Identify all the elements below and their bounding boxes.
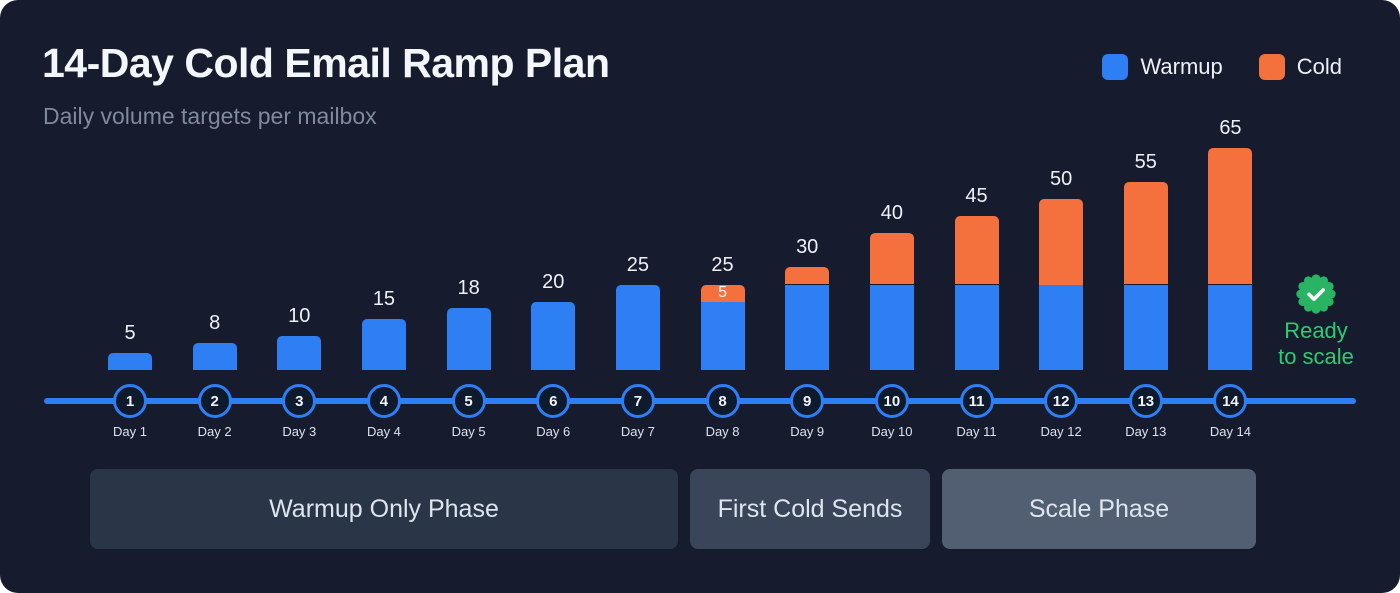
bar-value-label: 25 <box>711 253 734 276</box>
bar-value-label: 15 <box>372 287 396 310</box>
bar-warmup-segment <box>869 284 914 370</box>
bar-warmup-segment <box>615 284 660 370</box>
seal-check-icon <box>1296 274 1336 314</box>
phase-band-label: Warmup Only Phase <box>269 494 499 523</box>
timeline-node: 14 <box>1213 384 1248 418</box>
bar-cold-segment <box>1039 199 1084 285</box>
bar-warmup-segment <box>277 335 322 370</box>
timeline-node: 11 <box>959 384 994 418</box>
timeline-node: 1 <box>113 384 147 418</box>
timeline-node: 2 <box>197 384 232 418</box>
bar-value-label: 25 <box>626 253 650 276</box>
bar-cold-segment <box>1123 181 1168 285</box>
timeline-day-label: Day 11 <box>956 424 997 439</box>
bar-value-label: 30 <box>796 236 819 259</box>
bar-value-label: 65 <box>1219 116 1242 139</box>
legend-item: Cold <box>1258 54 1342 80</box>
timeline-node: 7 <box>620 384 655 418</box>
bar-warmup-segment <box>1039 284 1084 370</box>
legend-swatch-cold <box>1258 54 1285 80</box>
legend-swatch-warmup <box>1102 54 1129 80</box>
phase-band: Warmup Only Phase <box>90 469 678 549</box>
timeline-node: 4 <box>366 384 401 418</box>
legend: Warmup Cold <box>1102 54 1342 80</box>
bar-value-label: 18 <box>457 277 480 300</box>
timeline-day-label: Day 3 <box>282 424 317 439</box>
ready-badge-label: Ready to scale <box>1278 318 1354 369</box>
phase-band-label: First Cold Sends <box>717 494 903 523</box>
bar-warmup-segment <box>108 352 152 370</box>
timeline-node: 10 <box>874 384 909 418</box>
timeline-node: 13 <box>1128 384 1163 418</box>
timeline-day-label: Day 4 <box>366 424 401 439</box>
bar-cold-segment <box>785 267 830 285</box>
bar-warmup-segment <box>446 308 491 370</box>
timeline-node: 8 <box>705 384 740 418</box>
legend-item: Warmup <box>1102 54 1223 80</box>
phase-band: First Cold Sends <box>690 469 930 549</box>
timeline-day-label: Day 14 <box>1209 424 1252 439</box>
timeline-day-label: Day 13 <box>1125 424 1167 439</box>
bar-warmup-segment <box>785 284 830 370</box>
timeline-day-label: Day 10 <box>871 424 913 439</box>
timeline-node: 5 <box>451 384 486 418</box>
page-title: 14-Day Cold Email Ramp Plan <box>42 40 610 86</box>
timeline-day-label: Day 2 <box>197 424 232 439</box>
bar-value-label: 8 <box>209 311 221 334</box>
timeline-day-label: Day 12 <box>1040 424 1082 439</box>
bar-segment-label: 5 <box>718 284 727 302</box>
timeline-node: 12 <box>1044 384 1079 418</box>
timeline-node: 6 <box>536 384 571 418</box>
phase-band-label: Scale Phase <box>1028 494 1170 523</box>
legend-label: Cold <box>1296 54 1342 79</box>
bar-value-label: 20 <box>542 270 565 293</box>
bar-warmup-segment <box>531 301 576 370</box>
bar-warmup-segment <box>1123 284 1168 370</box>
timeline-day-label: Day 6 <box>536 424 571 439</box>
bar-cold-segment <box>869 233 914 285</box>
bar-value-label: 40 <box>880 202 903 225</box>
timeline-day-label: Day 8 <box>705 424 740 439</box>
bar-value-label: 5 <box>124 321 136 344</box>
bar-warmup-segment <box>954 284 999 370</box>
bar-value-label: 50 <box>1050 168 1073 190</box>
timeline-line <box>44 398 1356 404</box>
bar-cold-segment <box>954 216 999 285</box>
ready-badge: Ready to scale <box>1272 274 1360 370</box>
timeline-node: 3 <box>282 384 317 418</box>
bar-warmup-segment <box>700 301 745 370</box>
timeline-node: 9 <box>790 384 825 418</box>
bar-warmup-segment <box>1208 284 1253 370</box>
timeline-day-label: Day 5 <box>451 424 486 439</box>
bar-warmup-segment <box>361 318 406 370</box>
page-subtitle: Daily volume targets per mailbox <box>43 103 377 129</box>
bar-value-label: 45 <box>965 185 988 208</box>
bar-cold-segment <box>1208 147 1253 285</box>
bar-value-label: 10 <box>288 304 311 327</box>
timeline-day-label: Day 7 <box>620 424 655 439</box>
bar-value-label: 55 <box>1134 150 1157 173</box>
legend-label: Warmup <box>1140 54 1223 79</box>
bar-warmup-segment <box>192 342 237 370</box>
bar-cold-segment <box>700 284 745 302</box>
timeline-day-label: Day 9 <box>790 424 825 439</box>
timeline-day-label: Day 1 <box>113 424 147 439</box>
phase-band: Scale Phase <box>942 469 1256 549</box>
